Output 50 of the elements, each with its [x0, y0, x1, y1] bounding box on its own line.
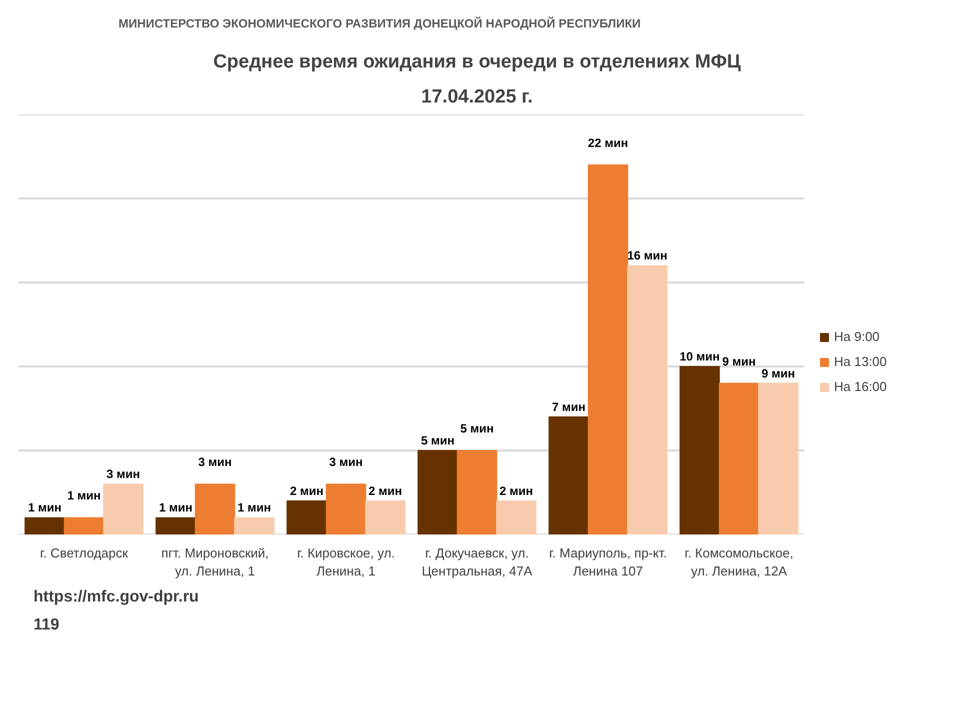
x-tick-label: г. Мариуполь, пр-кт. Ленина 107 — [549, 546, 667, 578]
x-tick-label: г. Кировское, ул. Ленина, 1 — [297, 546, 395, 578]
chart-subtitle: 17.04.2025 г. — [421, 86, 533, 108]
data-label: 1 мин — [28, 500, 62, 515]
text: https://mfc.gov-dpr.ru — [34, 588, 199, 606]
text: 119 — [34, 616, 60, 634]
legend-label: На 9:00 — [834, 329, 880, 344]
x-tick-label: г. Докучаевск, ул. Центральная, 47А — [422, 546, 533, 578]
chart-title: Среднее время ожидания в очереди в отделениях МФЦ — [213, 52, 741, 72]
bar — [496, 500, 536, 534]
data-label: 3 мин — [198, 455, 232, 470]
data-label: 5 мин — [420, 434, 454, 448]
bar — [64, 517, 104, 534]
bar — [103, 484, 144, 534]
bar — [588, 164, 628, 534]
bar — [758, 382, 798, 534]
data-label: 1 мин — [67, 488, 101, 503]
x-tick-label: пгт. Мироновский, ул. Ленина, 1 — [161, 546, 269, 578]
bar — [194, 484, 236, 534]
data-label: 22 мин — [588, 136, 628, 150]
data-label: 10 мин — [680, 350, 720, 364]
bar — [456, 450, 498, 534]
data-label: 9 мин — [722, 354, 756, 368]
data-label: 7 мин — [552, 400, 586, 414]
bar — [718, 382, 760, 534]
legend-label: На 16:00 — [834, 379, 887, 394]
x-tick-label: г. Комсомольское, ул. Ленина, 12А — [684, 546, 794, 578]
bar — [548, 416, 589, 534]
data-label: 2 мин — [290, 484, 324, 498]
bar — [680, 366, 720, 534]
data-label: 2 мин — [368, 484, 402, 498]
bar — [418, 450, 458, 534]
x-tick-label: г. Светлодарск — [40, 546, 128, 560]
data-label: 1 мин — [238, 500, 272, 515]
bar — [627, 265, 668, 534]
legend-label: На 13:00 — [834, 354, 887, 369]
bar — [326, 484, 366, 534]
text: МИНИСТЕРСТВО ЭКОНОМИЧЕСКОГО РАЗВИТИЯ ДОНЕЦКОЙ НАРОДНОЙ РЕСПУБЛИКИ — [118, 16, 641, 30]
data-label: 2 мин — [500, 484, 534, 498]
data-label: 3 мин — [329, 455, 363, 470]
bar — [365, 500, 406, 534]
data-label: 5 мин — [460, 422, 494, 436]
bar — [156, 517, 196, 534]
data-label: 9 мин — [762, 366, 796, 380]
data-label: 1 мин — [158, 500, 192, 515]
bar — [24, 517, 65, 534]
data-label: 3 мин — [106, 467, 140, 482]
data-label: 16 мин — [627, 248, 668, 263]
bar — [286, 500, 327, 534]
bar — [234, 517, 274, 534]
